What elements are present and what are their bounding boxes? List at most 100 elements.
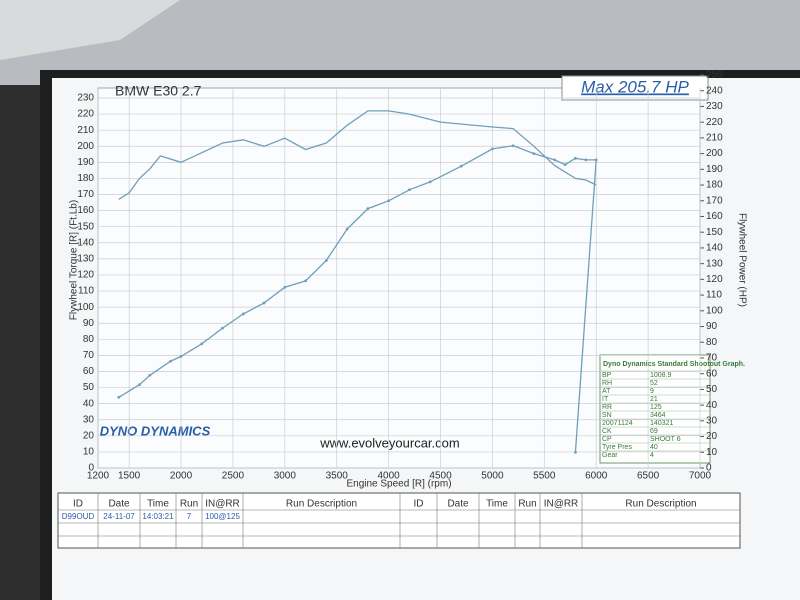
table-header: IN@RR xyxy=(205,499,240,510)
data-point xyxy=(366,207,370,211)
table-header: IN@RR xyxy=(544,499,579,510)
data-point xyxy=(304,279,307,283)
y2-tick-label: 60 xyxy=(706,368,718,379)
x-tick-label: 4000 xyxy=(377,471,400,482)
data-point xyxy=(594,158,598,162)
y-tick-label: 120 xyxy=(77,270,94,281)
data-point xyxy=(148,373,152,377)
logo: DYNO DYNAMICS xyxy=(100,423,211,438)
x-tick-label: 4500 xyxy=(429,471,452,482)
max-hp: Max 205.7 HP xyxy=(581,77,689,96)
website: www.evolveyourcar.com xyxy=(319,435,459,450)
table-header: ID xyxy=(73,499,83,510)
y2-tick-label: 250 xyxy=(706,70,723,81)
y2-tick-label: 130 xyxy=(706,258,723,269)
data-point xyxy=(169,359,173,363)
info-value: 40 xyxy=(650,444,658,451)
y-tick-label: 70 xyxy=(83,350,95,361)
data-point xyxy=(491,147,494,151)
y-tick-label: 50 xyxy=(83,382,95,393)
table-header: Time xyxy=(486,499,508,510)
data-point xyxy=(387,199,391,203)
info-value: 140321 xyxy=(650,420,673,427)
y2-tick-label: 240 xyxy=(706,85,723,96)
y-tick-label: 0 xyxy=(88,463,94,474)
y2-tick-label: 50 xyxy=(706,384,718,395)
y2-tick-label: 40 xyxy=(706,400,718,411)
info-value: 4 xyxy=(650,452,654,459)
y2-tick-label: 120 xyxy=(706,274,723,285)
info-key: CP xyxy=(602,436,612,443)
y-tick-label: 20 xyxy=(83,430,95,441)
y-tick-label: 200 xyxy=(77,141,94,152)
x-axis-label: Engine Speed [R] (rpm) xyxy=(346,479,451,490)
data-point xyxy=(283,285,287,289)
info-value: 21 xyxy=(650,396,658,403)
y2-tick-label: 230 xyxy=(706,101,723,112)
info-value: 125 xyxy=(650,404,662,411)
data-point xyxy=(241,312,245,316)
y2-tick-label: 160 xyxy=(706,211,723,222)
info-key: Gear xyxy=(602,452,618,459)
y-tick-label: 230 xyxy=(77,93,94,104)
y-tick-label: 180 xyxy=(77,173,94,184)
y2-tick-label: 20 xyxy=(706,431,718,442)
info-key: CK xyxy=(602,428,612,435)
table-cell: 24-11-07 xyxy=(103,512,135,521)
max-box xyxy=(561,75,709,101)
x-tick-label: 7000 xyxy=(689,471,712,482)
y2-tick-label: 180 xyxy=(706,180,723,191)
info-title: Dyno Dynamics Standard Shootout Graph. xyxy=(603,361,745,368)
data-point xyxy=(179,354,183,358)
data-point xyxy=(345,227,349,231)
y-tick-label: 40 xyxy=(83,398,95,409)
x-tick-label: 2000 xyxy=(170,471,193,482)
data-point xyxy=(200,342,204,346)
y-tick-label: 160 xyxy=(77,205,94,216)
x-tick-label: 2500 xyxy=(222,471,245,482)
y-tick-label: 90 xyxy=(83,318,95,329)
y2-tick-label: 210 xyxy=(706,133,723,144)
run-table: ID Date Time Run IN@RR Run Description ID Date T… xyxy=(57,492,741,549)
table-cell: 100@125 xyxy=(205,512,240,521)
info-value: 3464 xyxy=(650,412,666,419)
table-header: ID xyxy=(414,499,424,510)
y2-tick-label: 100 xyxy=(706,305,723,316)
table-cell: 14:03:21 xyxy=(142,512,174,521)
data-point xyxy=(553,158,557,162)
y2-tick-label: 10 xyxy=(706,447,718,458)
info-key: RR xyxy=(602,404,612,411)
data-point xyxy=(511,144,515,148)
y2-tick-label: 110 xyxy=(706,290,722,301)
y2-axis-label: Flywheel Power (HP) xyxy=(736,213,747,307)
y2-tick-label: 170 xyxy=(706,195,723,206)
data-point xyxy=(117,395,121,399)
y2-tick-label: 90 xyxy=(706,321,718,332)
info-key: SN xyxy=(602,412,612,419)
y-tick-label: 30 xyxy=(83,414,95,425)
x-tick-label: 1500 xyxy=(118,471,141,482)
x-tick-label: 3000 xyxy=(274,471,297,482)
data-point xyxy=(221,326,224,330)
table-frame xyxy=(57,492,741,549)
x-tick-label: 3500 xyxy=(326,471,349,482)
y-axis-label: Flywheel Torque [R] (Ft.Lb) xyxy=(69,200,80,320)
y2-tick-label: 200 xyxy=(706,148,723,159)
y2-tick-label: 80 xyxy=(706,337,718,348)
info-key: AT xyxy=(602,388,611,395)
data-point xyxy=(459,164,463,168)
y2-tick-label: 30 xyxy=(706,415,718,426)
y2-tick-label: 190 xyxy=(706,164,723,175)
table-header: Run Description xyxy=(625,499,696,510)
table-cell: 7 xyxy=(187,512,192,521)
info-value: 9 xyxy=(650,388,654,395)
data-line xyxy=(118,110,597,200)
x-tick-label: 5500 xyxy=(533,471,556,482)
info-value: 69 xyxy=(650,428,658,435)
data-point xyxy=(138,383,141,387)
y2-tick-label: 0 xyxy=(706,463,712,474)
table-header: Run xyxy=(518,499,536,510)
table-cell: D99OUD xyxy=(62,512,95,521)
data-point xyxy=(262,301,266,305)
